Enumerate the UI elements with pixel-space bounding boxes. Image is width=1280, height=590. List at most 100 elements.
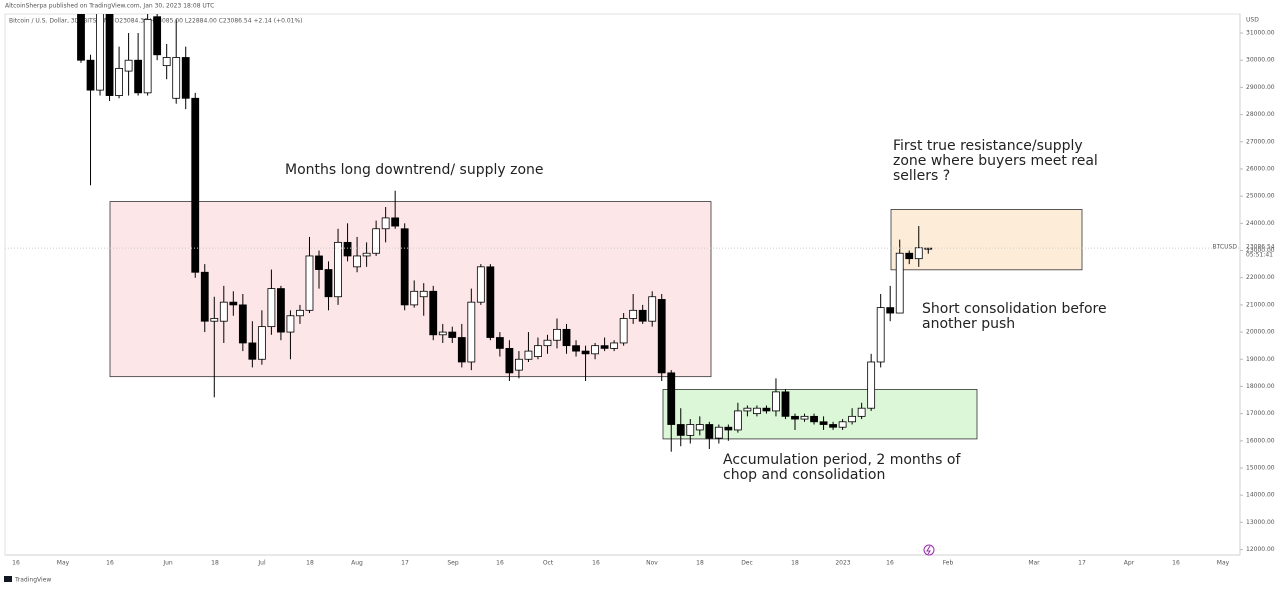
x-tick-label: 16 <box>496 560 504 567</box>
y-tick-label: 22000.00 <box>1246 274 1275 281</box>
event-icon[interactable] <box>923 544 935 556</box>
candle-body <box>200 271 209 322</box>
candle-body <box>591 345 599 355</box>
candle-body <box>753 407 761 415</box>
candle-body <box>772 391 780 412</box>
candle-body <box>857 407 866 417</box>
annotation-line: another push <box>922 316 1015 332</box>
candle-body <box>343 241 352 257</box>
candle-body <box>829 424 837 428</box>
candle-body <box>838 421 847 428</box>
currency-label: USD <box>1246 17 1259 24</box>
y-tick-label: 28000.00 <box>1246 111 1275 118</box>
candle-body <box>486 266 495 338</box>
y-tick-label: 15000.00 <box>1246 465 1275 472</box>
x-tick-label: 18 <box>791 560 799 567</box>
x-tick-label: Dec <box>741 560 753 567</box>
candle-body <box>914 247 923 260</box>
x-tick-label: 17 <box>1078 560 1086 567</box>
candle-body <box>353 255 361 268</box>
x-tick-label: Mar <box>1028 560 1040 567</box>
candle-body <box>572 345 580 352</box>
x-tick-label: 16 <box>886 560 894 567</box>
zones <box>109 201 1083 440</box>
candle-body <box>143 19 152 94</box>
annotation-line: Short consolidation before <box>922 301 1107 317</box>
y-tick-label: 29000.00 <box>1246 84 1275 91</box>
x-tick-label: 18 <box>306 560 314 567</box>
y-tick-label: 25000.00 <box>1246 193 1275 200</box>
candle-body <box>705 424 714 439</box>
candle-body <box>905 252 914 260</box>
candle-body <box>619 318 628 344</box>
candle-body <box>362 252 371 257</box>
y-tick-label: 26000.00 <box>1246 165 1275 172</box>
y-tick-label: 21000.00 <box>1246 301 1275 308</box>
candle-body <box>134 59 143 94</box>
candle-body <box>172 57 181 99</box>
candles <box>77 14 933 452</box>
candle-body <box>448 331 457 338</box>
x-tick-label: May <box>57 560 70 567</box>
brand-logo <box>4 576 12 582</box>
candle-body <box>495 337 504 349</box>
candle-body <box>600 345 609 349</box>
candle-body <box>657 299 666 374</box>
annotations: Months long downtrend/ supply zone First … <box>285 138 1107 483</box>
x-tick-label: 16 <box>592 560 600 567</box>
y-tick-label: 12000.00 <box>1246 546 1275 553</box>
candle-body <box>162 57 171 67</box>
candle-body <box>819 421 828 425</box>
candle-body <box>867 361 876 409</box>
publisher-line: AltcoinSherpa published on TradingView.c… <box>5 3 214 10</box>
countdown-label: 05:51:41 <box>1246 252 1273 259</box>
y-tick-label: 30000.00 <box>1246 57 1275 64</box>
x-tick-label: Aug <box>351 560 363 567</box>
y-tick-label: 16000.00 <box>1246 437 1275 444</box>
x-tick-label: May <box>1217 560 1230 567</box>
candle-body <box>581 350 590 355</box>
candle-body <box>629 309 638 319</box>
candle-body <box>667 372 676 425</box>
candle-body <box>638 309 647 322</box>
x-tick-label: 17 <box>401 560 409 567</box>
candle-body <box>695 424 704 431</box>
candle-body <box>733 410 742 431</box>
candle-body <box>248 342 257 360</box>
candle-body <box>324 269 333 298</box>
candle-body <box>105 14 114 96</box>
x-tick-label: 16 <box>1172 560 1180 567</box>
candle-body <box>810 415 818 423</box>
candle-body <box>400 228 409 306</box>
candle-body <box>515 358 523 371</box>
candle-body <box>210 318 219 322</box>
x-tick-label: 16 <box>12 560 20 567</box>
candle-body <box>476 266 485 303</box>
y-tick-label: 23000.00 <box>1246 247 1275 254</box>
candle-body <box>648 296 657 322</box>
x-tick-label: Feb <box>943 560 954 567</box>
candle-body <box>800 415 809 420</box>
y-tick-label: 17000.00 <box>1246 410 1275 417</box>
x-tick-label: 2023 <box>835 560 850 567</box>
candle-body <box>895 252 904 314</box>
candle-body <box>924 247 933 250</box>
candle-body <box>886 307 895 314</box>
candle-body <box>219 301 228 322</box>
zone <box>890 209 1083 271</box>
x-tick-label: Jun <box>162 560 173 567</box>
candle-body <box>381 217 390 230</box>
zone <box>109 201 712 378</box>
candle-body <box>124 59 133 72</box>
y-tick-label: 14000.00 <box>1246 492 1275 499</box>
y-tick-label: 31000.00 <box>1246 30 1275 37</box>
annotation-line: First true resistance/supply <box>893 138 1083 154</box>
annotation-line: Accumulation period, 2 months of <box>723 452 961 468</box>
symbol-label: BTCUSD <box>1213 244 1238 251</box>
y-tick-label: 18000.00 <box>1246 383 1275 390</box>
candle-body <box>229 301 238 306</box>
candle-body <box>305 255 314 311</box>
x-tick-label: 18 <box>211 560 219 567</box>
candle-body <box>315 255 323 270</box>
